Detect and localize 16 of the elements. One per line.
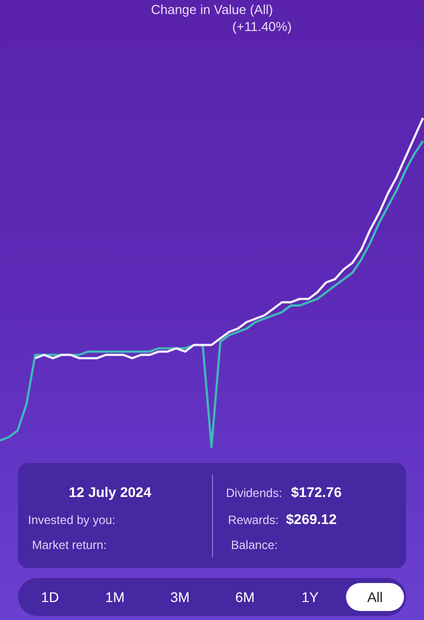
text: 1Y (300, 588, 320, 607)
text: Invested by you: (28, 513, 116, 527)
text: $269.12 (286, 511, 337, 527)
text: Balance: (231, 538, 278, 552)
text: 1M (104, 588, 126, 607)
text: 3M (169, 588, 191, 607)
chart-title: Change in Value (All) (150, 2, 274, 17)
text: 6M (234, 588, 256, 607)
text: Dividends: (226, 486, 282, 500)
text: Rewards: (228, 513, 279, 527)
text: $172.76 (291, 484, 342, 500)
text: Market return: (32, 538, 107, 552)
text: 1D (40, 588, 60, 607)
text: All (346, 583, 404, 611)
text: 12 July 2024 (68, 484, 152, 500)
chart-subtitle: (+11.40%) (231, 19, 293, 34)
